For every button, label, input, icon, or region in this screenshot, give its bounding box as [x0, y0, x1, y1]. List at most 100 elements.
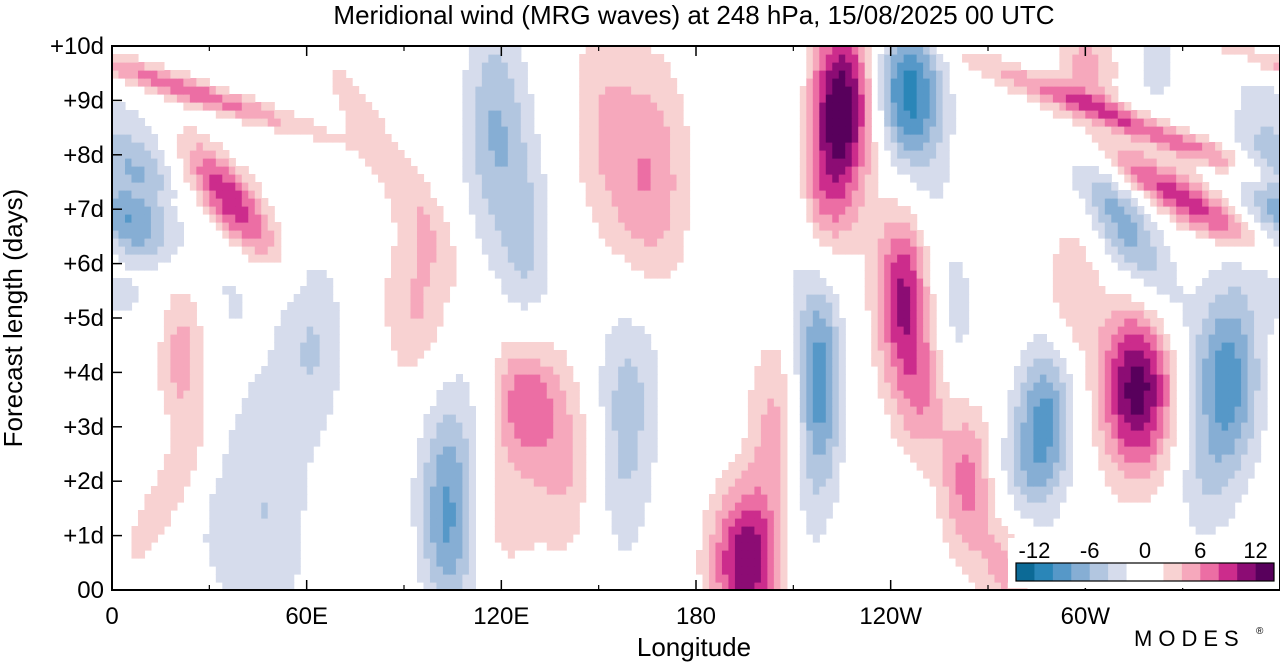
heat-cell: [416, 254, 425, 263]
heat-cell: [468, 518, 476, 527]
heat-cell: [1124, 302, 1132, 311]
heat-cell: [975, 582, 983, 590]
heat-cell: [170, 246, 178, 255]
heat-cell: [1072, 270, 1080, 279]
heat-cell: [157, 158, 165, 167]
heat-cell: [1234, 326, 1242, 335]
heat-cell: [903, 230, 911, 239]
heat-cell: [280, 126, 288, 135]
heat-cell: [910, 134, 918, 143]
heat-cell: [1104, 206, 1112, 215]
heat-cell: [520, 214, 528, 223]
heat-cell: [300, 366, 308, 375]
heat-cell: [144, 198, 152, 207]
heat-cell: [222, 582, 230, 590]
heat-cell: [527, 542, 535, 551]
heat-cell: [851, 174, 859, 183]
heat-cell: [1169, 142, 1177, 151]
heat-cell: [916, 246, 924, 255]
heat-cell: [416, 198, 425, 207]
heat-cell: [650, 270, 658, 279]
heat-cell: [332, 134, 340, 143]
heat-cell: [1130, 398, 1138, 407]
heat-cell: [1137, 246, 1145, 255]
heat-cell: [494, 270, 502, 279]
heat-cell: [319, 414, 327, 423]
heat-cell: [968, 526, 976, 535]
heat-cell: [1228, 310, 1236, 319]
heat-cell: [851, 158, 859, 167]
heat-cell: [1163, 174, 1171, 183]
heat-cell: [1007, 438, 1015, 447]
heat-cell: [1150, 406, 1158, 415]
heat-cell: [462, 382, 470, 391]
heat-cell: [520, 422, 528, 431]
heat-cell: [747, 390, 755, 399]
heat-cell: [721, 502, 730, 511]
heat-cell: [293, 502, 301, 511]
heat-cell: [793, 350, 801, 359]
heat-cell: [1104, 342, 1112, 351]
heat-cell: [423, 222, 431, 231]
heat-cell: [157, 238, 165, 247]
heat-cell: [605, 390, 613, 399]
heat-cell: [378, 126, 386, 135]
heat-cell: [1039, 462, 1047, 471]
heat-cell: [1260, 406, 1268, 415]
heat-cell: [501, 254, 509, 263]
heat-cell: [611, 206, 619, 215]
heat-cell: [1046, 350, 1054, 359]
heat-cell: [1260, 318, 1268, 327]
heat-cell: [527, 446, 535, 455]
heat-cell: [1091, 438, 1099, 447]
heat-cell: [799, 494, 807, 503]
heat-cell: [1033, 366, 1041, 375]
heat-cell: [507, 382, 515, 391]
heat-cell: [280, 334, 288, 343]
heat-cell: [1267, 182, 1275, 191]
heat-cell: [799, 446, 807, 455]
heat-cell: [806, 134, 814, 143]
heat-cell: [150, 486, 159, 495]
heat-cell: [559, 446, 567, 455]
heat-cell: [1013, 422, 1022, 431]
heat-cell: [637, 510, 645, 519]
heat-cell: [1130, 230, 1138, 239]
heat-cell: [397, 158, 405, 167]
heat-cell: [306, 294, 314, 303]
heat-cell: [306, 430, 314, 439]
heat-cell: [319, 302, 327, 311]
heat-cell: [228, 566, 236, 575]
heat-cell: [416, 206, 425, 215]
heat-cell: [1150, 422, 1158, 431]
heat-cell: [1013, 382, 1022, 391]
heat-cell: [624, 366, 632, 375]
heat-cell: [274, 502, 282, 511]
heat-cell: [864, 262, 872, 271]
plot-area: [112, 46, 1280, 590]
heat-cell: [1156, 318, 1164, 327]
heat-cell: [890, 286, 898, 295]
heat-cell: [1091, 134, 1099, 143]
heat-cell: [553, 382, 561, 391]
heat-cell: [1111, 390, 1119, 399]
heat-cell: [1215, 198, 1223, 207]
heat-cell: [1007, 414, 1015, 423]
heat-cell: [293, 126, 301, 135]
heat-cell: [780, 502, 788, 511]
heat-cell: [747, 526, 755, 535]
heat-cell: [949, 494, 957, 503]
heat-cell: [378, 158, 386, 167]
heat-cell: [1254, 422, 1262, 431]
heat-cell: [644, 446, 652, 455]
heat-cell: [1208, 286, 1216, 295]
heat-cell: [1104, 294, 1112, 303]
heat-cell: [494, 470, 502, 479]
heat-cell: [254, 454, 262, 463]
heat-cell: [261, 534, 269, 543]
heat-cell: [858, 166, 866, 175]
heat-cell: [1169, 278, 1177, 287]
heat-cell: [585, 174, 593, 183]
heat-cell: [780, 534, 788, 543]
heat-cell: [248, 486, 256, 495]
